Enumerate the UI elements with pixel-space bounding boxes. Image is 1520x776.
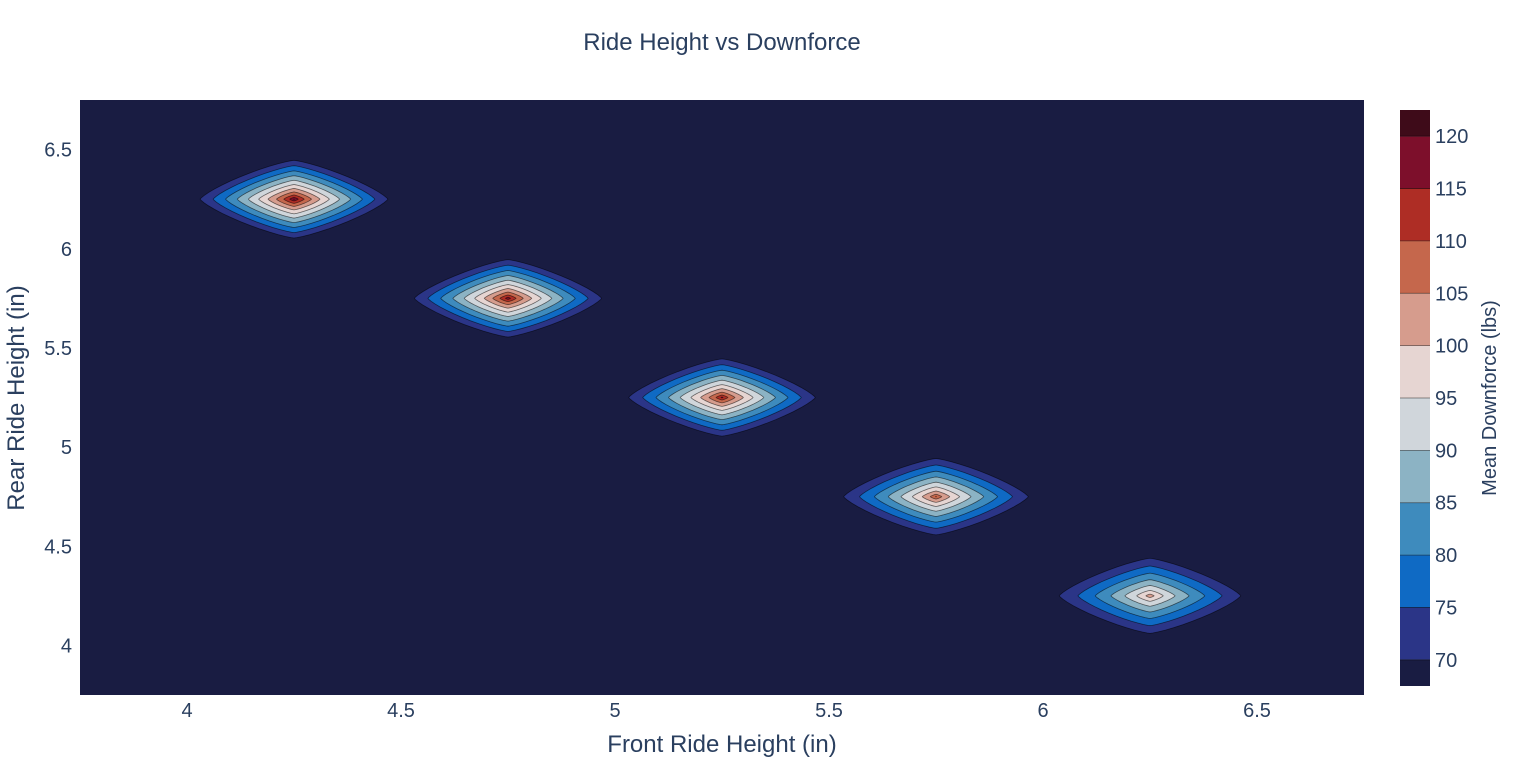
contour-band [720, 396, 724, 399]
colorbar-segment [1400, 188, 1430, 241]
x-tick-label: 6 [1037, 700, 1048, 722]
colorbar-segment [1400, 555, 1430, 608]
colorbar-segment [1400, 345, 1430, 398]
x-tick-label: 4.5 [387, 700, 415, 722]
contour-peak [199, 159, 389, 239]
colorbar-segment [1400, 293, 1430, 346]
y-tick-label: 4.5 [44, 536, 72, 558]
colorbar-tick-label: 110 [1435, 231, 1467, 253]
colorbar-tick-label: 95 [1435, 388, 1457, 410]
y-tick-label: 5.5 [44, 338, 72, 360]
contour-peak [843, 458, 1029, 536]
x-tick-label: 6.5 [1243, 700, 1271, 722]
colorbar-tick-label: 120 [1435, 126, 1468, 148]
colorbar-tick-label: 70 [1435, 650, 1457, 672]
contour-peak [628, 358, 816, 437]
colorbar-segment [1400, 502, 1430, 556]
chart-title: Ride Height vs Downforce [583, 29, 860, 56]
colorbar-segment [1400, 110, 1430, 137]
colorbar-ticks: 70 75 80 85 90 95 100 105 110 115 120 [1435, 126, 1468, 672]
colorbar-segment [1400, 607, 1430, 660]
colorbar-segment [1400, 659, 1430, 686]
colorbar-tick-label: 80 [1435, 545, 1457, 567]
colorbar-tick-label: 90 [1435, 440, 1457, 462]
colorbar-segment [1400, 240, 1430, 294]
plot-area [80, 100, 1364, 695]
colorbar-segment [1400, 136, 1430, 189]
x-tick-label: 4 [181, 700, 192, 722]
colorbar-tick-label: 115 [1435, 179, 1467, 201]
x-tick-label: 5 [609, 700, 620, 722]
colorbar [1400, 110, 1430, 686]
contour-peak [413, 259, 603, 338]
y-axis-title: Rear Ride Height (in) [3, 285, 30, 510]
colorbar-tick-label: 105 [1435, 283, 1468, 305]
contour-band [505, 296, 511, 300]
y-axis: 4 4.5 5 5.5 6 6.5 [44, 140, 72, 658]
x-axis-title: Front Ride Height (in) [607, 731, 836, 758]
y-tick-label: 6 [61, 239, 72, 261]
y-tick-label: 5 [61, 437, 72, 459]
contour-peak [1058, 557, 1242, 634]
colorbar-segment [1400, 398, 1430, 451]
colorbar-tick-label: 75 [1435, 597, 1457, 619]
contour-band [1145, 593, 1155, 598]
y-tick-label: 4 [61, 635, 72, 657]
colorbar-title: Mean Downforce (lbs) [1479, 300, 1501, 496]
colorbar-tick-label: 100 [1435, 336, 1468, 358]
colorbar-tick-label: 85 [1435, 493, 1457, 515]
colorbar-segment [1400, 450, 1430, 503]
y-tick-label: 6.5 [44, 140, 72, 162]
x-tick-label: 5.5 [815, 700, 843, 722]
x-axis: 4 4.5 5 5.5 6 6.5 [181, 700, 1270, 722]
